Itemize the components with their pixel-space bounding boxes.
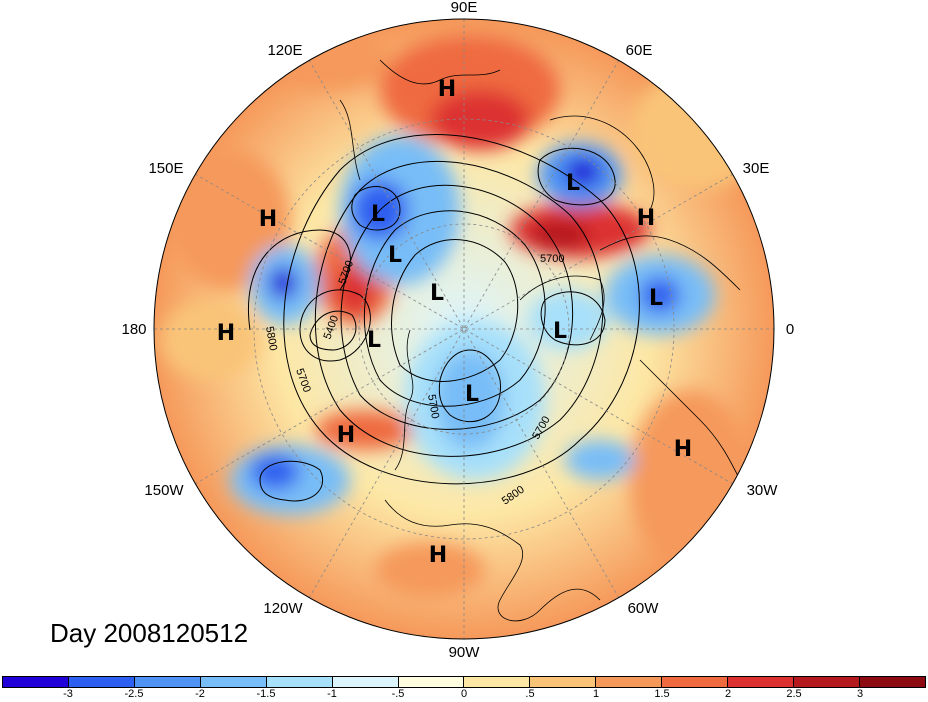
day-title: Day 2008120512 xyxy=(50,618,249,648)
colorbar-swatch xyxy=(200,677,267,687)
lon-label-30e: 30E xyxy=(743,160,770,177)
contour-label: 5700 xyxy=(425,393,441,419)
lon-label-120w: 120W xyxy=(263,600,303,617)
high-marker: H xyxy=(674,437,692,462)
pressure-centers: H H H H H H H L L L L L L L L xyxy=(217,77,692,568)
colorbar-tick-label: 1.5 xyxy=(654,688,670,700)
colorbar-tick-label: -1 xyxy=(327,688,337,700)
colorbar-tick-label: 3 xyxy=(856,688,864,700)
lon-label-60e: 60E xyxy=(626,42,653,59)
graticule xyxy=(154,19,774,639)
lon-label-120e: 120E xyxy=(267,42,302,59)
lon-label-90w: 90W xyxy=(449,644,481,661)
colorbar-swatch xyxy=(68,677,135,687)
map-border xyxy=(153,18,775,640)
colorbar-tick-label: -.5 xyxy=(391,688,405,700)
longitude-labels: 90E 60E 30E 0 30W 60W 90W 120W 150W 180 … xyxy=(121,0,794,661)
high-marker: H xyxy=(438,77,456,102)
low-marker: L xyxy=(566,171,580,196)
low-marker: L xyxy=(367,328,381,353)
colorbar-swatch xyxy=(530,677,597,687)
colorbar-tick-label: 0 xyxy=(460,688,468,700)
low-marker: L xyxy=(371,202,385,227)
colorbar-swatch xyxy=(332,677,399,687)
colorbar-tick-label: -3 xyxy=(63,688,73,700)
colorbar-tick-label: -1.5 xyxy=(256,688,276,700)
colorbar-tick-label: 2.5 xyxy=(786,688,802,700)
colorbar xyxy=(2,676,926,688)
colorbar-tick-label: -2 xyxy=(195,688,205,700)
low-marker: L xyxy=(430,281,444,306)
high-marker: H xyxy=(637,206,655,231)
map-disc xyxy=(154,19,774,639)
lon-label-60w: 60W xyxy=(628,600,660,617)
low-marker: L xyxy=(388,243,402,268)
colorbar-tick-label: -2.5 xyxy=(124,688,144,700)
colorbar-swatch xyxy=(134,677,201,687)
colorbar-tick-label: 1 xyxy=(592,688,600,700)
colorbar-swatch xyxy=(728,677,795,687)
colorbar-swatch xyxy=(596,677,663,687)
lon-label-150w: 150W xyxy=(144,482,184,499)
lon-label-150e: 150E xyxy=(148,160,183,177)
lon-label-0: 0 xyxy=(786,321,794,338)
high-marker: H xyxy=(259,207,277,232)
colorbar-swatch xyxy=(3,677,69,687)
lon-label-180: 180 xyxy=(121,321,146,338)
high-marker: H xyxy=(337,423,355,448)
colorbar-swatch xyxy=(266,677,333,687)
height-contours xyxy=(248,134,640,502)
contour-label: 5700 xyxy=(540,253,564,265)
high-marker: H xyxy=(217,321,235,346)
colorbar-swatch xyxy=(859,677,925,687)
colorbar-swatch xyxy=(662,677,729,687)
high-marker: H xyxy=(429,543,447,568)
low-marker: L xyxy=(465,382,479,407)
colorbar-swatch xyxy=(794,677,860,687)
coastlines xyxy=(339,59,741,622)
low-marker: L xyxy=(649,286,663,311)
low-marker: L xyxy=(553,319,567,344)
colorbar-swatch xyxy=(398,677,465,687)
lon-label-90e: 90E xyxy=(451,0,478,16)
contour-label: 5800 xyxy=(263,325,279,351)
colorbar-tick-label: 2 xyxy=(724,688,732,700)
lon-label-30w: 30W xyxy=(747,482,779,499)
colorbar-tick-label: .5 xyxy=(525,688,535,700)
colorbar-swatch xyxy=(464,677,531,687)
